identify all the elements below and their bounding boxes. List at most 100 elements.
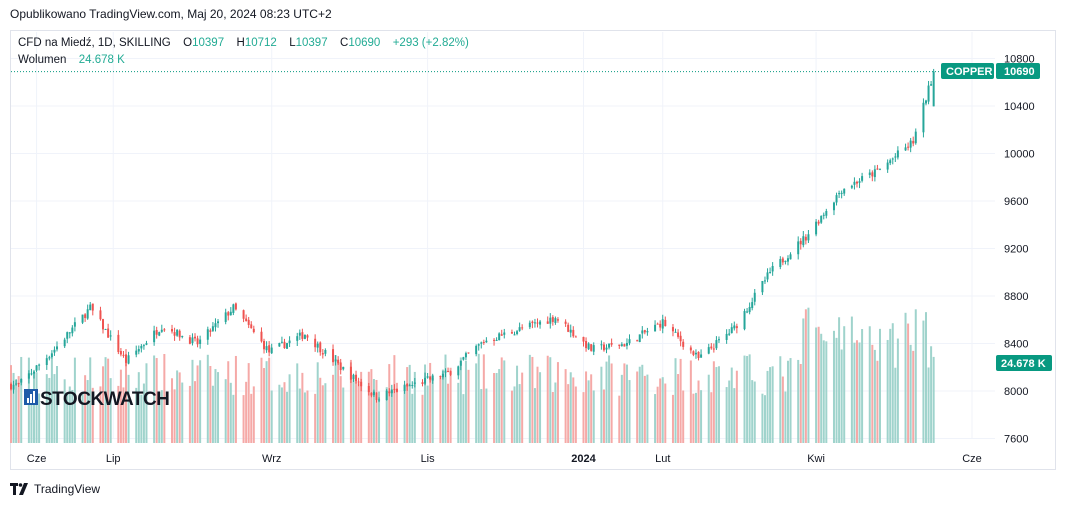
candle-body xyxy=(316,343,319,348)
volume-bar xyxy=(33,372,36,443)
candle-body xyxy=(303,334,306,339)
volume-bar xyxy=(439,377,442,443)
volume-bar xyxy=(820,333,823,443)
volume-bar xyxy=(531,356,534,443)
volume-bar xyxy=(163,354,166,443)
candle-body xyxy=(728,333,731,335)
candle-body xyxy=(572,329,575,337)
volume-bar xyxy=(628,380,631,443)
volume-bar xyxy=(441,369,444,443)
candle-body xyxy=(86,309,89,319)
candle-body xyxy=(206,329,209,340)
candle-body xyxy=(337,359,340,364)
footer-brand: TradingView xyxy=(34,482,101,496)
legend-ohlc-row: CFD na Miedź, 1D, SKILLING O10397 H10712… xyxy=(18,35,469,52)
volume-bar xyxy=(871,344,874,443)
volume-bar xyxy=(56,366,59,443)
volume-bar xyxy=(334,354,337,443)
candle-body xyxy=(636,340,639,342)
candle-body xyxy=(15,383,18,385)
candle-body xyxy=(263,340,266,350)
candle-body xyxy=(449,371,452,375)
volume-bar xyxy=(518,384,521,443)
volume-bar xyxy=(444,354,447,443)
candle-body xyxy=(904,147,907,151)
candle-body xyxy=(196,338,199,345)
candle-body xyxy=(725,333,728,340)
volume-bar xyxy=(89,357,92,443)
volume-bar xyxy=(516,365,519,443)
candle-body xyxy=(68,332,71,334)
volume-bar xyxy=(618,395,621,443)
volume-bar xyxy=(692,393,695,443)
candle-body xyxy=(66,332,69,339)
chart-legend: CFD na Miedź, 1D, SKILLING O10397 H10712… xyxy=(18,35,469,69)
volume-tag: 24.678 K xyxy=(996,355,1052,371)
volume-bar xyxy=(385,387,388,443)
volume-bar xyxy=(528,354,531,443)
candle-body xyxy=(495,339,498,341)
y-tick-label: 7600 xyxy=(1004,434,1028,446)
volume-bar xyxy=(671,394,674,443)
candle-body xyxy=(641,330,644,334)
volume-bar xyxy=(572,377,575,443)
volume-bar xyxy=(493,373,496,443)
volume-bar xyxy=(252,386,255,443)
candle-body xyxy=(102,319,105,330)
volume-bar xyxy=(280,387,283,443)
candle-body xyxy=(694,352,697,355)
watermark-logo: STOCKWATCH xyxy=(24,389,170,410)
candle-body xyxy=(533,322,536,324)
candle-body xyxy=(119,351,122,355)
volume-bar xyxy=(533,388,536,443)
candle-body xyxy=(10,384,12,390)
y-tick-label: 10000 xyxy=(1004,149,1035,161)
candle-body xyxy=(500,334,503,336)
volume-bar xyxy=(735,370,738,443)
candle-body xyxy=(766,272,769,280)
volume-bar xyxy=(314,393,317,443)
candle-body xyxy=(707,347,710,354)
volume-bar xyxy=(71,389,74,443)
volume-bar xyxy=(707,374,710,443)
volume-bar xyxy=(247,363,250,443)
candle-body xyxy=(682,341,685,347)
volume-bar xyxy=(73,357,76,443)
candle-body xyxy=(370,392,373,396)
candle-body xyxy=(618,344,621,346)
volume-bar xyxy=(582,392,585,443)
volume-bar xyxy=(378,391,381,443)
candle-body xyxy=(234,303,237,310)
volume-bar xyxy=(260,357,263,443)
volume-bars xyxy=(10,307,935,443)
candle-body xyxy=(735,326,738,329)
volume-bar xyxy=(858,342,861,443)
candle-body xyxy=(286,343,289,349)
candle-body xyxy=(349,366,352,380)
volume-bar xyxy=(730,367,733,443)
candle-body xyxy=(891,158,894,160)
candle-body xyxy=(712,348,715,350)
candle-body xyxy=(232,304,235,313)
x-tick-label: Lut xyxy=(655,453,670,465)
volume-bar xyxy=(843,326,846,443)
volume-bar xyxy=(546,355,549,443)
volume-bar xyxy=(30,389,33,443)
candle-body xyxy=(390,389,393,394)
candle-body xyxy=(896,150,899,158)
candle-body xyxy=(855,181,858,184)
volume-bar xyxy=(211,385,214,443)
volume-bar xyxy=(104,357,107,443)
volume-bar xyxy=(725,387,728,443)
volume-bar xyxy=(587,380,590,443)
candle-body xyxy=(306,335,309,338)
candle-body xyxy=(158,332,161,336)
candle-body xyxy=(710,346,713,349)
volume-bar xyxy=(873,349,876,443)
candle-body xyxy=(188,337,191,344)
candle-body xyxy=(160,329,163,332)
legend-change: +293 (+2.82%) xyxy=(392,37,469,49)
volume-bar xyxy=(482,354,485,443)
volume-bar xyxy=(38,393,41,443)
